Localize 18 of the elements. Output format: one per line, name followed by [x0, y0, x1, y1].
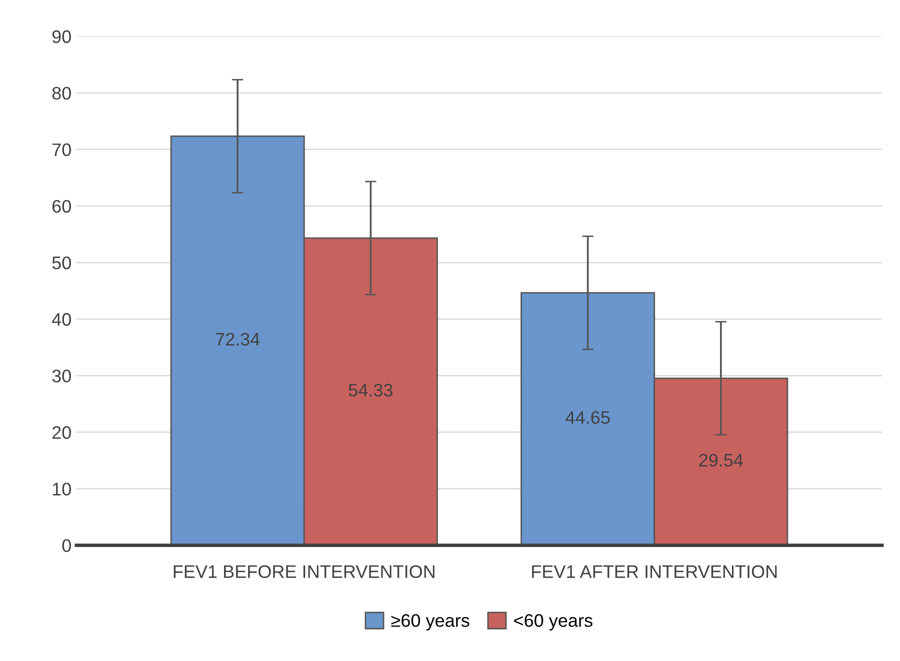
- data-label: 54.33: [348, 384, 392, 397]
- y-tick-label: 10: [52, 482, 71, 496]
- y-tick-label: 30: [52, 370, 71, 382]
- legend-label: ≥60 years: [391, 614, 470, 630]
- y-tick-label: 80: [52, 86, 71, 100]
- y-tick-label: 70: [52, 143, 71, 156]
- data-label: 72.34: [216, 332, 260, 346]
- x-tick-label: FEV1 BEFORE INTERVENTION: [174, 565, 434, 578]
- data-label: 44.65: [566, 411, 610, 424]
- data-label: 29.54: [699, 454, 743, 467]
- legend-label: <60 years: [514, 614, 592, 630]
- y-tick-label: 60: [52, 200, 71, 213]
- y-tick-label: 50: [52, 256, 71, 270]
- y-tick-label: 0: [62, 539, 71, 552]
- y-tick-label: 90: [52, 30, 71, 44]
- x-tick-label: FEV1 AFTER INTERVENTION: [532, 565, 777, 578]
- y-tick-label: 40: [52, 313, 71, 326]
- y-tick-label: 20: [52, 426, 71, 439]
